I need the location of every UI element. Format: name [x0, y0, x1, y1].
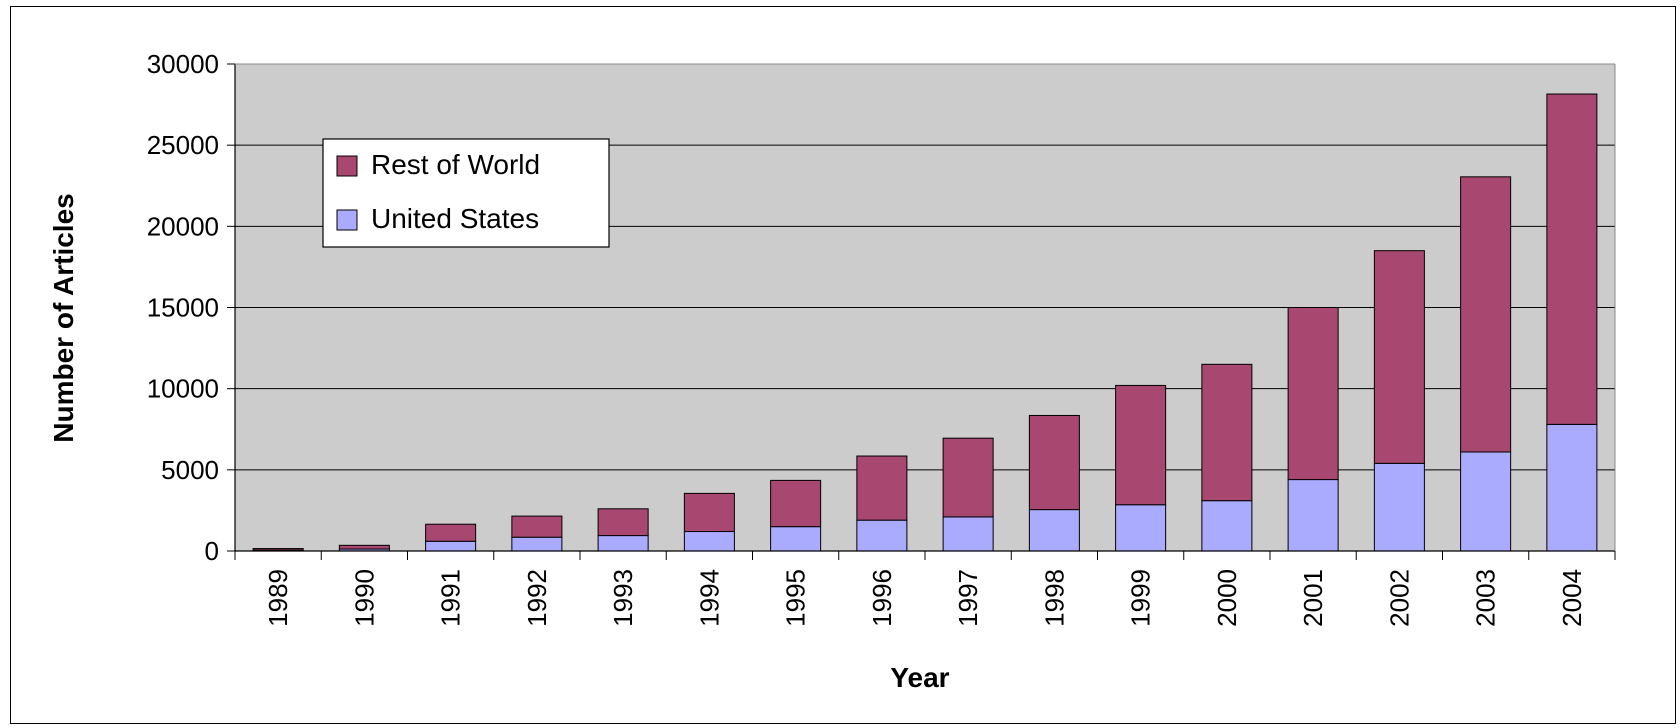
bar-rest-of-world-1997	[942, 437, 994, 518]
legend-swatch-rest-of-world	[336, 155, 358, 177]
bar-rest-of-world-1996	[856, 455, 908, 521]
y-tick-label: 30000	[147, 49, 219, 79]
bar-rest-of-world-2000	[1201, 363, 1253, 502]
bar-rest-of-world-2002	[1373, 250, 1425, 464]
x-tick-label: 1997	[953, 569, 983, 627]
bar-rest-of-world-2003	[1460, 176, 1512, 453]
bar-rest-of-world-1992	[511, 515, 563, 538]
x-tick-label: 2001	[1298, 569, 1328, 627]
x-tick-label: 1990	[349, 569, 379, 627]
axes	[227, 63, 1616, 560]
bar-rest-of-world-1990	[338, 544, 390, 550]
bar-rest-of-world-2004	[1546, 93, 1598, 425]
y-tick-label: 25000	[147, 130, 219, 160]
y-tick-label: 20000	[147, 211, 219, 241]
x-tick-label: 1989	[263, 569, 293, 627]
bar-united-states-1998	[1028, 509, 1080, 552]
bar-united-states-2000	[1201, 500, 1253, 552]
x-tick-label: 1991	[436, 569, 466, 627]
x-tick-label: 1995	[781, 569, 811, 627]
bar-united-states-2001	[1287, 479, 1339, 552]
bar-united-states-1997	[942, 516, 994, 552]
x-tick-label: 2002	[1384, 569, 1414, 627]
x-tick-label: 2003	[1471, 569, 1501, 627]
x-tick-label: 1993	[608, 569, 638, 627]
x-tick-label: 2000	[1212, 569, 1242, 627]
y-tick-label: 0	[205, 536, 219, 566]
x-tick-label: 1992	[522, 569, 552, 627]
legend-box	[322, 138, 610, 248]
y-tick-label: 5000	[161, 455, 219, 485]
bar-united-states-2002	[1373, 462, 1425, 552]
legend-swatch-united-states	[336, 209, 358, 231]
x-axis-title: Year	[890, 662, 949, 693]
bar-rest-of-world-1998	[1028, 414, 1080, 511]
bar-rest-of-world-1989	[252, 548, 304, 551]
bar-united-states-1995	[770, 526, 822, 552]
y-tick-label: 10000	[147, 374, 219, 404]
bar-united-states-1992	[511, 536, 563, 552]
bar-rest-of-world-1999	[1115, 384, 1167, 506]
y-tick-labels: 0 5000 10000 15000 20000 25000 30000	[147, 49, 219, 566]
bar-rest-of-world-1994	[683, 492, 735, 533]
bar-united-states-2003	[1460, 451, 1512, 552]
bar-united-states-1993	[597, 535, 649, 552]
legend-label-rest-of-world: Rest of World	[371, 149, 540, 180]
bar-rest-of-world-1993	[597, 508, 649, 537]
bar-united-states-2004	[1546, 423, 1598, 552]
bar-rest-of-world-1991	[425, 523, 477, 542]
bar-united-states-1991	[425, 540, 477, 552]
legend-label-united-states: United States	[371, 203, 539, 234]
y-tick-label: 15000	[147, 293, 219, 323]
bar-rest-of-world-1995	[770, 479, 822, 528]
x-tick-label: 1996	[867, 569, 897, 627]
bar-rest-of-world-2001	[1287, 307, 1339, 481]
bar-united-states-1996	[856, 519, 908, 552]
bars	[252, 93, 1598, 552]
bar-united-states-1999	[1115, 504, 1167, 552]
x-tick-label: 2004	[1557, 569, 1587, 627]
x-tick-label: 1999	[1126, 569, 1156, 627]
y-axis-title: Number of Articles	[48, 193, 79, 442]
legend: Rest of World United States	[322, 138, 610, 248]
x-tick-label: 1998	[1039, 569, 1069, 627]
x-tick-label: 1994	[694, 569, 724, 627]
x-tick-labels: 1989 1990 1991 1992 1993 1994 1995 1996 1997 1998…	[263, 569, 1587, 627]
bar-united-states-1994	[683, 531, 735, 552]
